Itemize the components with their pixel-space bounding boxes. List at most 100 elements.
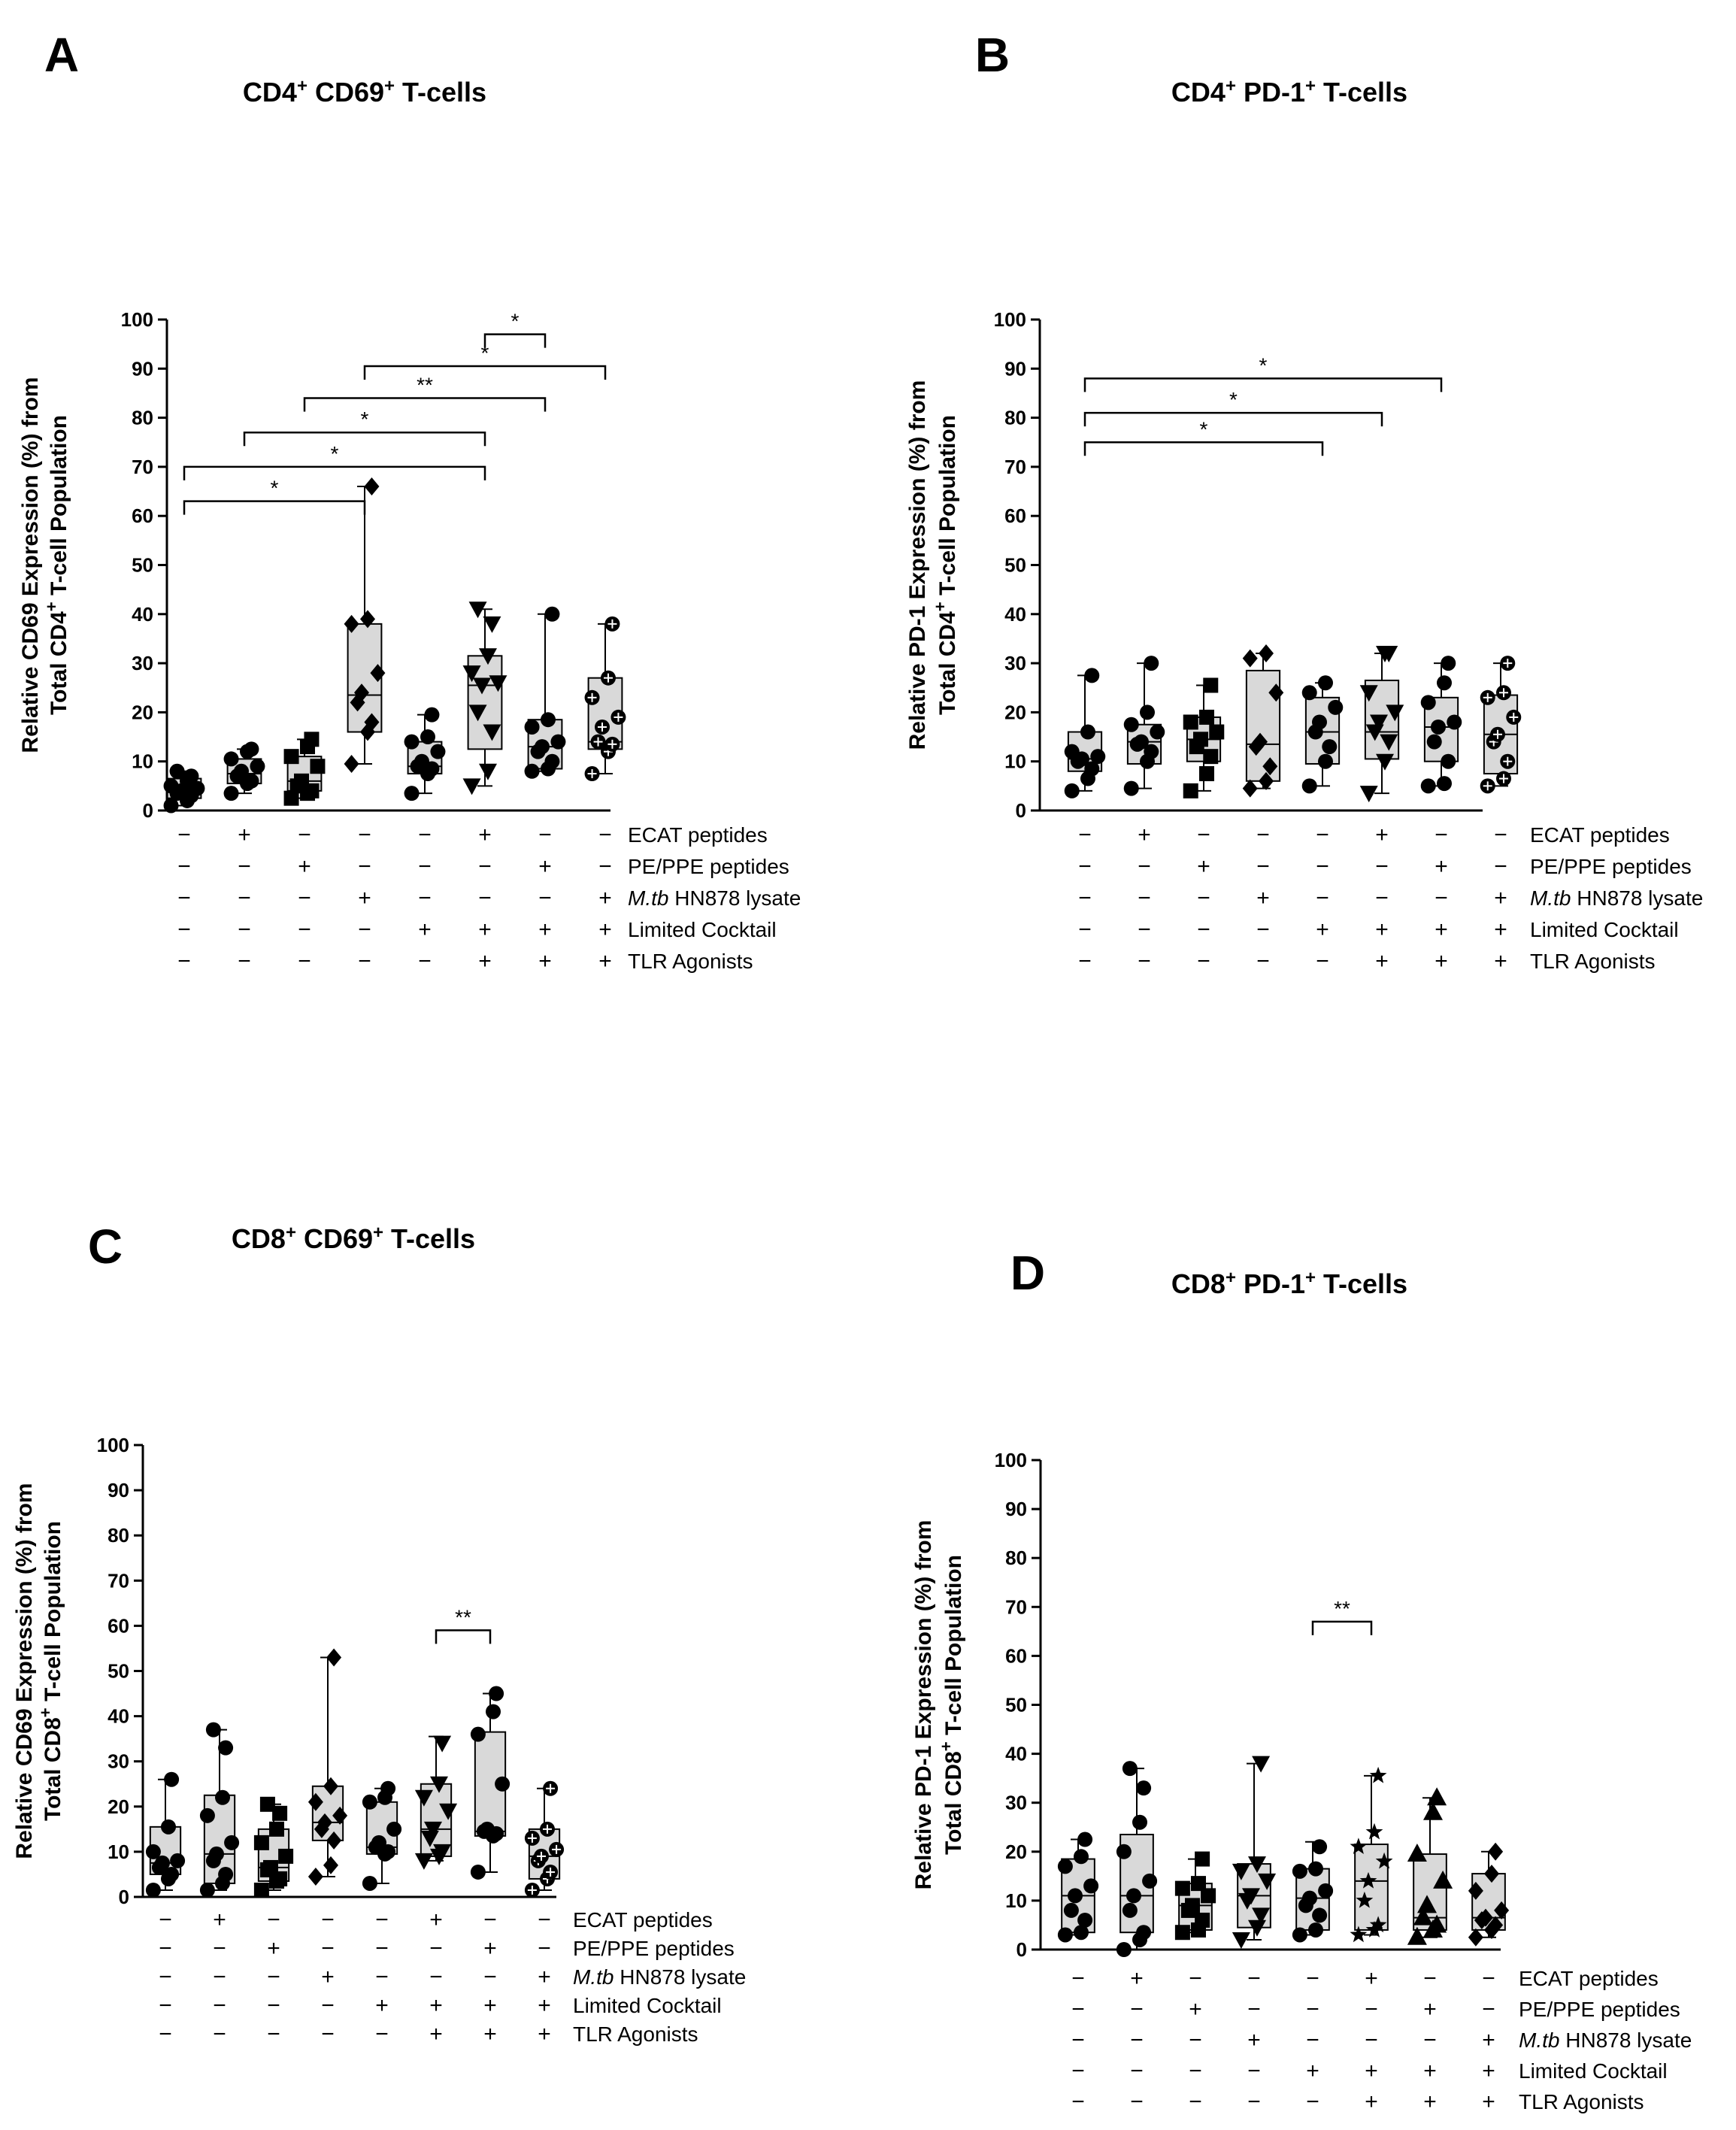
condition-sign: − (213, 2022, 226, 2047)
data-point (1064, 783, 1080, 798)
data-point (544, 606, 560, 622)
significance-label: ** (417, 373, 433, 396)
condition-sign: − (1071, 2059, 1085, 2083)
significance-bracket: * (363, 341, 607, 380)
condition-sign: − (1306, 1997, 1319, 2022)
condition-sign: + (213, 1907, 226, 1932)
title-superscript: + (286, 1223, 296, 1243)
data-point (535, 739, 550, 755)
significance-label: * (511, 310, 520, 333)
significance-bracket: * (183, 477, 366, 515)
data-point (414, 1853, 433, 1870)
data-point (404, 786, 420, 801)
title-part: T-cells (395, 77, 486, 108)
condition-sign: − (358, 823, 371, 847)
condition-sign: + (1365, 1966, 1378, 1991)
condition-sign: − (1189, 2089, 1202, 2114)
data-point (215, 1789, 230, 1805)
data-point (1318, 675, 1333, 691)
condition-label: Limited Cocktail (1519, 2059, 1668, 2083)
condition-sign: − (321, 1907, 335, 1932)
y-tick-label: 90 (1004, 357, 1026, 380)
data-point (1312, 1839, 1328, 1855)
data-point (272, 1871, 288, 1886)
data-point (1232, 1932, 1250, 1949)
y-tick-label: 10 (1004, 750, 1026, 773)
data-point (470, 1726, 486, 1742)
data-point (424, 707, 440, 723)
data-point (1183, 783, 1198, 798)
bracket-line (483, 333, 547, 348)
condition-sign: − (429, 1965, 443, 1989)
significance-label: * (271, 477, 279, 500)
condition-sign: + (1306, 2059, 1319, 2083)
data-point (1468, 1928, 1483, 1947)
condition-label: Limited Cocktail (628, 918, 777, 941)
data-point (272, 1805, 288, 1821)
condition-sign: − (1078, 949, 1092, 974)
condition-sign: − (321, 1936, 335, 1961)
data-point (1252, 1756, 1271, 1773)
ylabel-part: Total CD8 (41, 1717, 65, 1821)
condition-sign: + (238, 823, 251, 847)
data-point (164, 1866, 180, 1882)
condition-sign: − (429, 1936, 443, 1961)
data-point (380, 1780, 396, 1796)
condition-sign: − (298, 823, 311, 847)
condition-label: PE/PPE peptides (573, 1937, 735, 1960)
title-superscript: + (1226, 1268, 1236, 1288)
condition-label: ECAT peptides (628, 823, 768, 847)
condition-sign: − (267, 2022, 280, 2047)
data-point (1426, 734, 1442, 750)
data-point (1248, 1856, 1266, 1874)
data-point (1431, 719, 1446, 735)
data-point (199, 1882, 215, 1898)
box-group (462, 601, 507, 795)
condition-label-italic: M.tb (628, 886, 668, 910)
data-point (1140, 704, 1155, 720)
data-point (1292, 1863, 1307, 1879)
significance-bracket: ** (303, 373, 547, 412)
data-point (495, 1776, 510, 1792)
condition-sign: − (1365, 1997, 1378, 2022)
condition-sign: − (1306, 2089, 1319, 2114)
condition-sign: − (483, 1965, 497, 1989)
condition-sign: + (598, 917, 612, 942)
condition-sign: − (298, 949, 311, 974)
data-point (1268, 683, 1284, 702)
condition-label-italic: M.tb (573, 1965, 614, 1989)
condition-sign: + (1247, 2028, 1261, 2053)
condition-sign: − (1256, 917, 1270, 942)
data-point (1203, 677, 1219, 693)
condition-sign: − (358, 949, 371, 974)
data-point (1369, 1916, 1387, 1933)
box-group (524, 1780, 565, 1898)
data-point (1301, 778, 1317, 794)
data-point (1369, 1766, 1387, 1783)
data-point (483, 724, 501, 741)
data-point (1427, 1914, 1447, 1933)
box-group (1292, 1839, 1334, 1943)
box-group (414, 1735, 458, 1870)
condition-label: Limited Cocktail (1530, 918, 1679, 941)
ylabel-part: Total CD4 (935, 611, 960, 715)
data-point (1322, 739, 1338, 755)
data-point (424, 1821, 442, 1838)
y-tick-label: 30 (1005, 1792, 1027, 1814)
data-point (480, 1821, 495, 1837)
data-point (163, 778, 179, 794)
data-point (354, 683, 369, 702)
data-point (169, 763, 185, 779)
data-point (155, 1855, 170, 1871)
condition-sign: + (538, 2022, 551, 2047)
y-tick-label: 10 (108, 1841, 129, 1863)
title-superscript: + (384, 76, 395, 96)
condition-sign: + (538, 854, 552, 879)
condition-label: PE/PPE peptides (1519, 1998, 1680, 2021)
data-point (1441, 753, 1456, 769)
significance-label: * (1229, 388, 1238, 411)
data-point (1252, 1907, 1271, 1925)
condition-sign: − (1316, 886, 1329, 910)
condition-sign: − (267, 1965, 280, 1989)
